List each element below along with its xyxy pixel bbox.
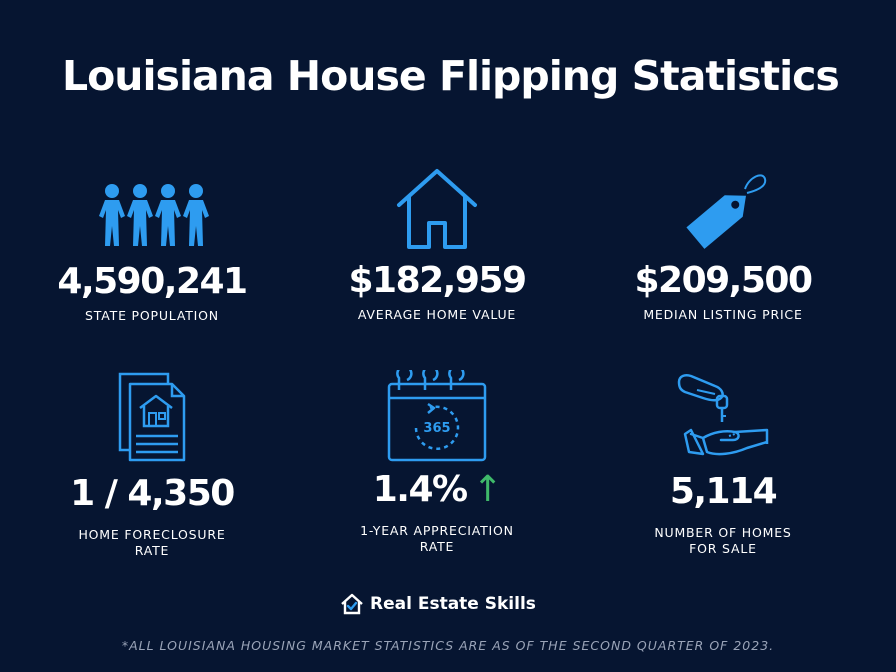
up-arrow-icon: ↑: [472, 469, 503, 510]
house-check-icon: [341, 593, 363, 615]
stat-number-of-homes-for-sale: 5,114 NUMBER OF HOMES FOR SALE: [573, 372, 873, 557]
appreciation-rate-label-line2: RATE: [419, 539, 455, 554]
people-icon: [99, 184, 209, 246]
homes-for-sale-value: 5,114: [669, 471, 778, 512]
state-population-label: STATE POPULATION: [85, 308, 219, 323]
average-home-value-label: AVERAGE HOME VALUE: [357, 307, 517, 322]
appreciation-rate-number: 1.4%: [372, 469, 468, 510]
house-icon: [397, 169, 477, 249]
price-tag-icon: [686, 174, 767, 249]
brand-logo: Real Estate Skills: [340, 593, 536, 615]
homes-for-sale-label-line1: NUMBER OF HOMES: [654, 525, 792, 540]
appreciation-rate-label-line1: 1-YEAR APPRECIATION: [360, 523, 514, 538]
calendar-365-text: 365: [423, 421, 450, 436]
brand-name: Real Estate Skills: [370, 594, 536, 614]
median-listing-price-value: $209,500: [634, 260, 813, 301]
state-population-value: 4,590,241: [57, 261, 248, 302]
appreciation-rate-value: 1.4% ↑: [287, 470, 587, 510]
foreclosure-rate-label-line2: RATE: [134, 543, 170, 558]
page-title: Louisiana House Flipping Statistics: [62, 52, 840, 100]
stat-appreciation-rate: 365 1.4% ↑ 1-YEAR APPRECIATION RATE: [287, 370, 587, 555]
stat-median-listing-price: $209,500 MEDIAN LISTING PRICE: [573, 167, 873, 323]
stat-home-foreclosure-rate: 1 / 4,350 HOME FORECLOSURE RATE: [2, 372, 302, 559]
footnote: *ALL LOUISIANA HOUSING MARKET STATISTICS…: [121, 638, 775, 653]
foreclosure-document-icon: [118, 372, 186, 462]
stat-average-home-value: $182,959 AVERAGE HOME VALUE: [287, 167, 587, 323]
foreclosure-rate-value: 1 / 4,350: [70, 473, 235, 514]
stat-state-population: 4,590,241 STATE POPULATION: [2, 182, 302, 324]
hand-key-icon: [677, 374, 769, 456]
foreclosure-rate-label-line1: HOME FORECLOSURE: [78, 527, 226, 542]
homes-for-sale-label-line2: FOR SALE: [689, 541, 757, 556]
median-listing-price-label: MEDIAN LISTING PRICE: [643, 307, 803, 322]
average-home-value-value: $182,959: [348, 260, 527, 301]
calendar-365-icon: 365: [387, 370, 487, 462]
